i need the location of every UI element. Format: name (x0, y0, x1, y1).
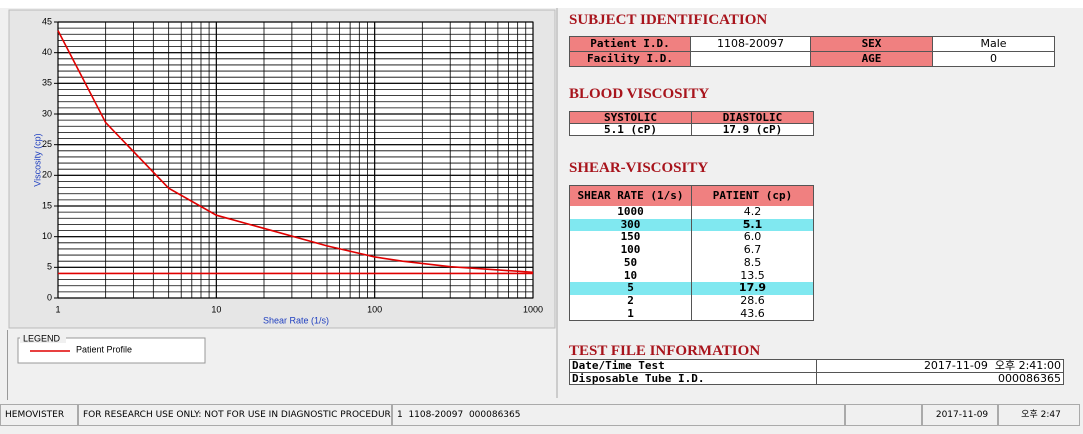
viscosity: 6.0 (691, 231, 814, 246)
section-title: TEST FILE INFORMATION (569, 343, 761, 359)
x-tick-label: 100 (367, 304, 382, 314)
shear-rate: 1000 (569, 206, 692, 220)
shear-rate: 2 (569, 294, 692, 309)
y-tick-label: 30 (42, 108, 52, 118)
y-tick-label: 15 (42, 200, 52, 210)
shear-rate: 1 (569, 307, 692, 322)
field-label: AGE (810, 51, 933, 67)
field-label: Date/Time Test (569, 359, 817, 373)
legend-label: Patient Profile (76, 344, 132, 354)
y-tick-label: 0 (47, 292, 52, 302)
field-label: Facility I.D. (569, 51, 691, 67)
panel-edge (7, 330, 8, 400)
status-cell: 2017-11-09 (922, 404, 998, 426)
data-line (57, 30, 534, 274)
field-label: Disposable Tube I.D. (569, 371, 817, 385)
viscosity: 4.2 (691, 206, 814, 220)
status-cell: 오후 2:47 (998, 404, 1080, 426)
status-cell: FOR RESEARCH USE ONLY: NOT FOR USE IN DI… (78, 404, 392, 426)
status-cell: HEMOVISTER (0, 404, 78, 426)
legend-title: LEGEND (23, 333, 61, 343)
shear-rate: 50 (569, 256, 692, 271)
status-cell: 1 1108-20097 000086365 (392, 404, 845, 426)
field-value: 1108-20097 (690, 36, 811, 52)
y-tick-label: 35 (42, 78, 52, 88)
y-tick-label: 10 (42, 231, 52, 241)
status-cell (845, 404, 922, 426)
field-value: Male (932, 36, 1055, 52)
column-header: PATIENT (cp) (691, 185, 814, 207)
viscosity-value: 17.9 (cP) (691, 123, 814, 136)
shear-rate: 300 (569, 218, 692, 233)
x-tick-label: 1000 (523, 304, 543, 314)
y-axis-label: Viscosity (cp) (32, 133, 42, 186)
field-value: 000086365 (816, 371, 1064, 385)
viscosity: 5.1 (691, 218, 814, 233)
y-tick-label: 40 (42, 47, 52, 57)
legend-title-bg (20, 333, 66, 343)
field-label: SEX (810, 36, 933, 52)
shear-rate: 150 (569, 231, 692, 246)
column-header: SHEAR RATE (1/s) (569, 185, 692, 207)
section-title: BLOOD VISCOSITY (569, 86, 710, 102)
field-value (690, 51, 811, 67)
viscosity-value: 5.1 (cP) (569, 123, 692, 136)
panel-divider (556, 8, 558, 398)
viscosity: 28.6 (691, 294, 814, 309)
section-title: SHEAR-VISCOSITY (569, 160, 709, 176)
plot-area (58, 22, 533, 298)
field-label: Patient I.D. (569, 36, 691, 52)
y-tick-label: 45 (42, 16, 52, 26)
field-value: 0 (932, 51, 1055, 67)
viscosity: 13.5 (691, 269, 814, 284)
shear-rate: 5 (569, 282, 692, 296)
viscosity: 17.9 (691, 282, 814, 296)
viscosity: 8.5 (691, 256, 814, 271)
x-axis-label: Shear Rate (1/s) (263, 315, 329, 325)
viscosity: 6.7 (691, 244, 814, 258)
x-tick-label: 10 (211, 304, 221, 314)
section-title: SUBJECT IDENTIFICATION (569, 12, 768, 28)
y-tick-label: 20 (42, 170, 52, 180)
shear-rate: 10 (569, 269, 692, 284)
top-strip (0, 0, 1083, 8)
chart: Viscosity (cp) Shear Rate (1/s) LEGEND 0… (8, 9, 556, 364)
plot-border (57, 21, 534, 299)
y-tick-label: 5 (47, 262, 52, 272)
y-tick-label: 25 (42, 139, 52, 149)
x-tick-label: 1 (55, 304, 60, 314)
viscosity: 43.6 (691, 307, 814, 322)
shear-rate: 100 (569, 244, 692, 258)
field-value: 2017-11-09 오후 2:41:00 (816, 359, 1064, 373)
